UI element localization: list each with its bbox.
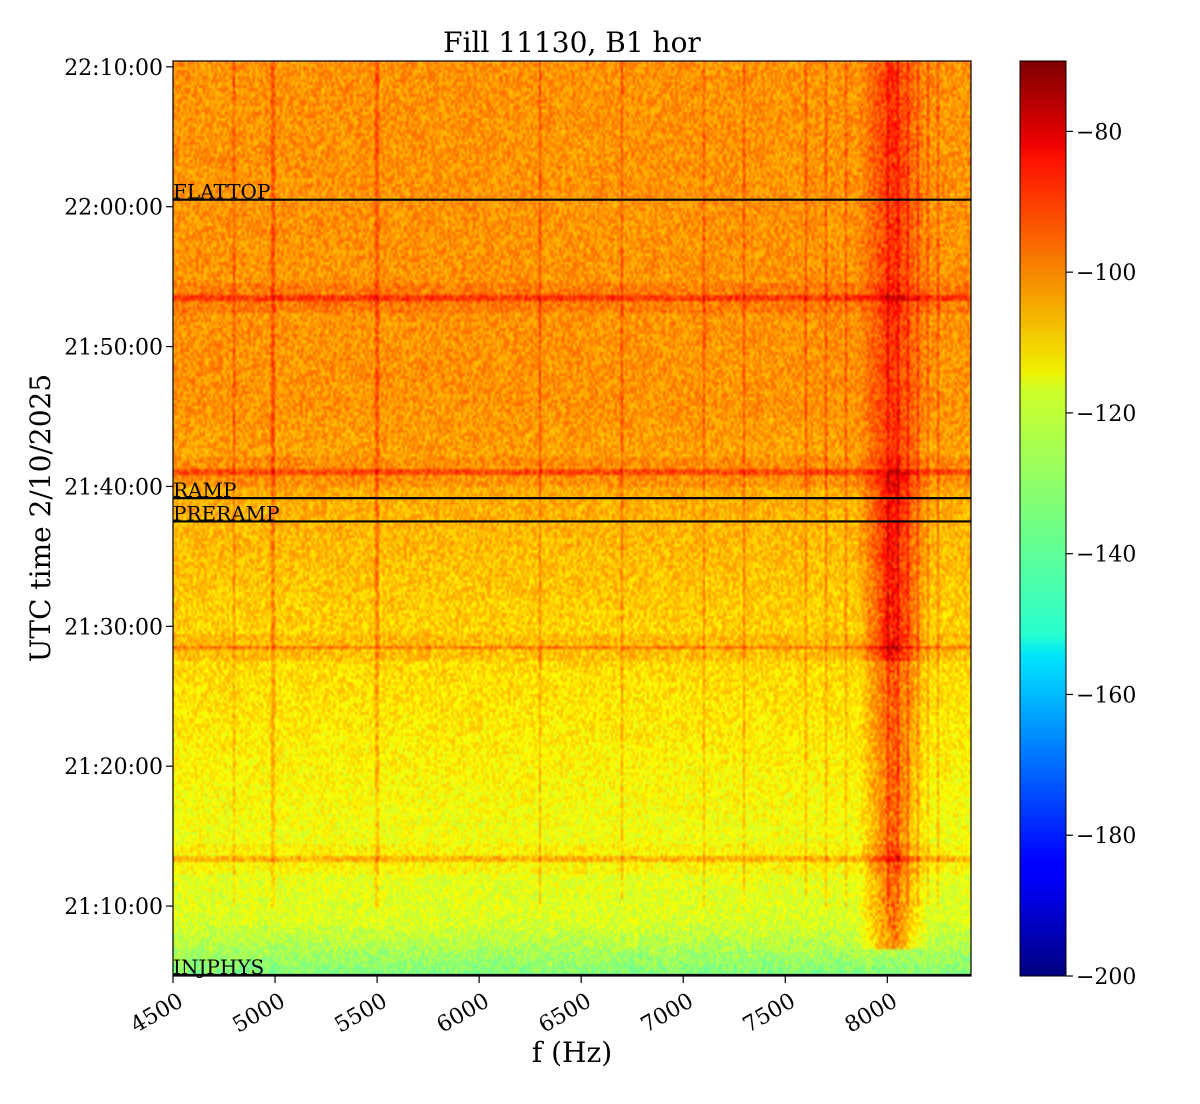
y-tick-label: 21:10:00 xyxy=(64,895,163,920)
x-tick-label: 6500 xyxy=(535,989,596,1039)
event-label-flattop: FLATTOP xyxy=(173,180,270,204)
colorbar-tick-label: −200 xyxy=(1076,965,1136,990)
x-tick-label: 7000 xyxy=(637,989,698,1039)
x-tick-label: 5000 xyxy=(229,989,290,1039)
colorbar-tick-label: −160 xyxy=(1076,683,1136,708)
y-axis-title: UTC time 2/10/2025 xyxy=(24,374,57,662)
x-tick-label: 4500 xyxy=(127,989,188,1039)
y-tick-label: 21:50:00 xyxy=(64,336,163,361)
x-axis: 4500 5000 5500 6000 6500 7000 7500 8000 xyxy=(127,976,902,1038)
x-tick-label: 6000 xyxy=(433,989,494,1039)
colorbar-tick-label: −120 xyxy=(1076,402,1136,427)
x-tick-label: 7500 xyxy=(739,989,800,1039)
plot-frame xyxy=(172,60,972,977)
x-tick-label: 8000 xyxy=(841,989,902,1039)
event-label-injphys: INJPHYS xyxy=(173,955,264,979)
spectrogram-heatmap xyxy=(173,61,971,976)
x-tick-label: 5500 xyxy=(331,989,392,1039)
y-axis: 21:10:00 21:20:00 21:30:00 21:40:00 21:50:00… xyxy=(64,56,173,920)
chart-title: Fill 11130, B1 hor xyxy=(443,26,701,59)
colorbar-tick-label: −180 xyxy=(1076,824,1136,849)
event-label-preramp: PRERAMP xyxy=(173,501,280,525)
y-tick-label: 21:20:00 xyxy=(64,755,163,780)
y-tick-label: 21:30:00 xyxy=(64,615,163,640)
colorbar-tick-label: −80 xyxy=(1076,120,1122,145)
y-tick-label: 22:10:00 xyxy=(64,56,163,81)
event-label-ramp: RAMP xyxy=(173,478,236,502)
event-markers xyxy=(173,198,971,976)
x-axis-title: f (Hz) xyxy=(532,1036,612,1069)
colorbar-axis: −200 −180 −160 −140 −120 −100 −80 xyxy=(1066,120,1136,990)
colorbar xyxy=(1019,60,1067,977)
y-tick-label: 22:00:00 xyxy=(64,196,163,221)
colorbar-tick-label: −140 xyxy=(1076,543,1136,568)
colorbar-tick-label: −100 xyxy=(1076,261,1136,286)
y-tick-label: 21:40:00 xyxy=(64,475,163,500)
